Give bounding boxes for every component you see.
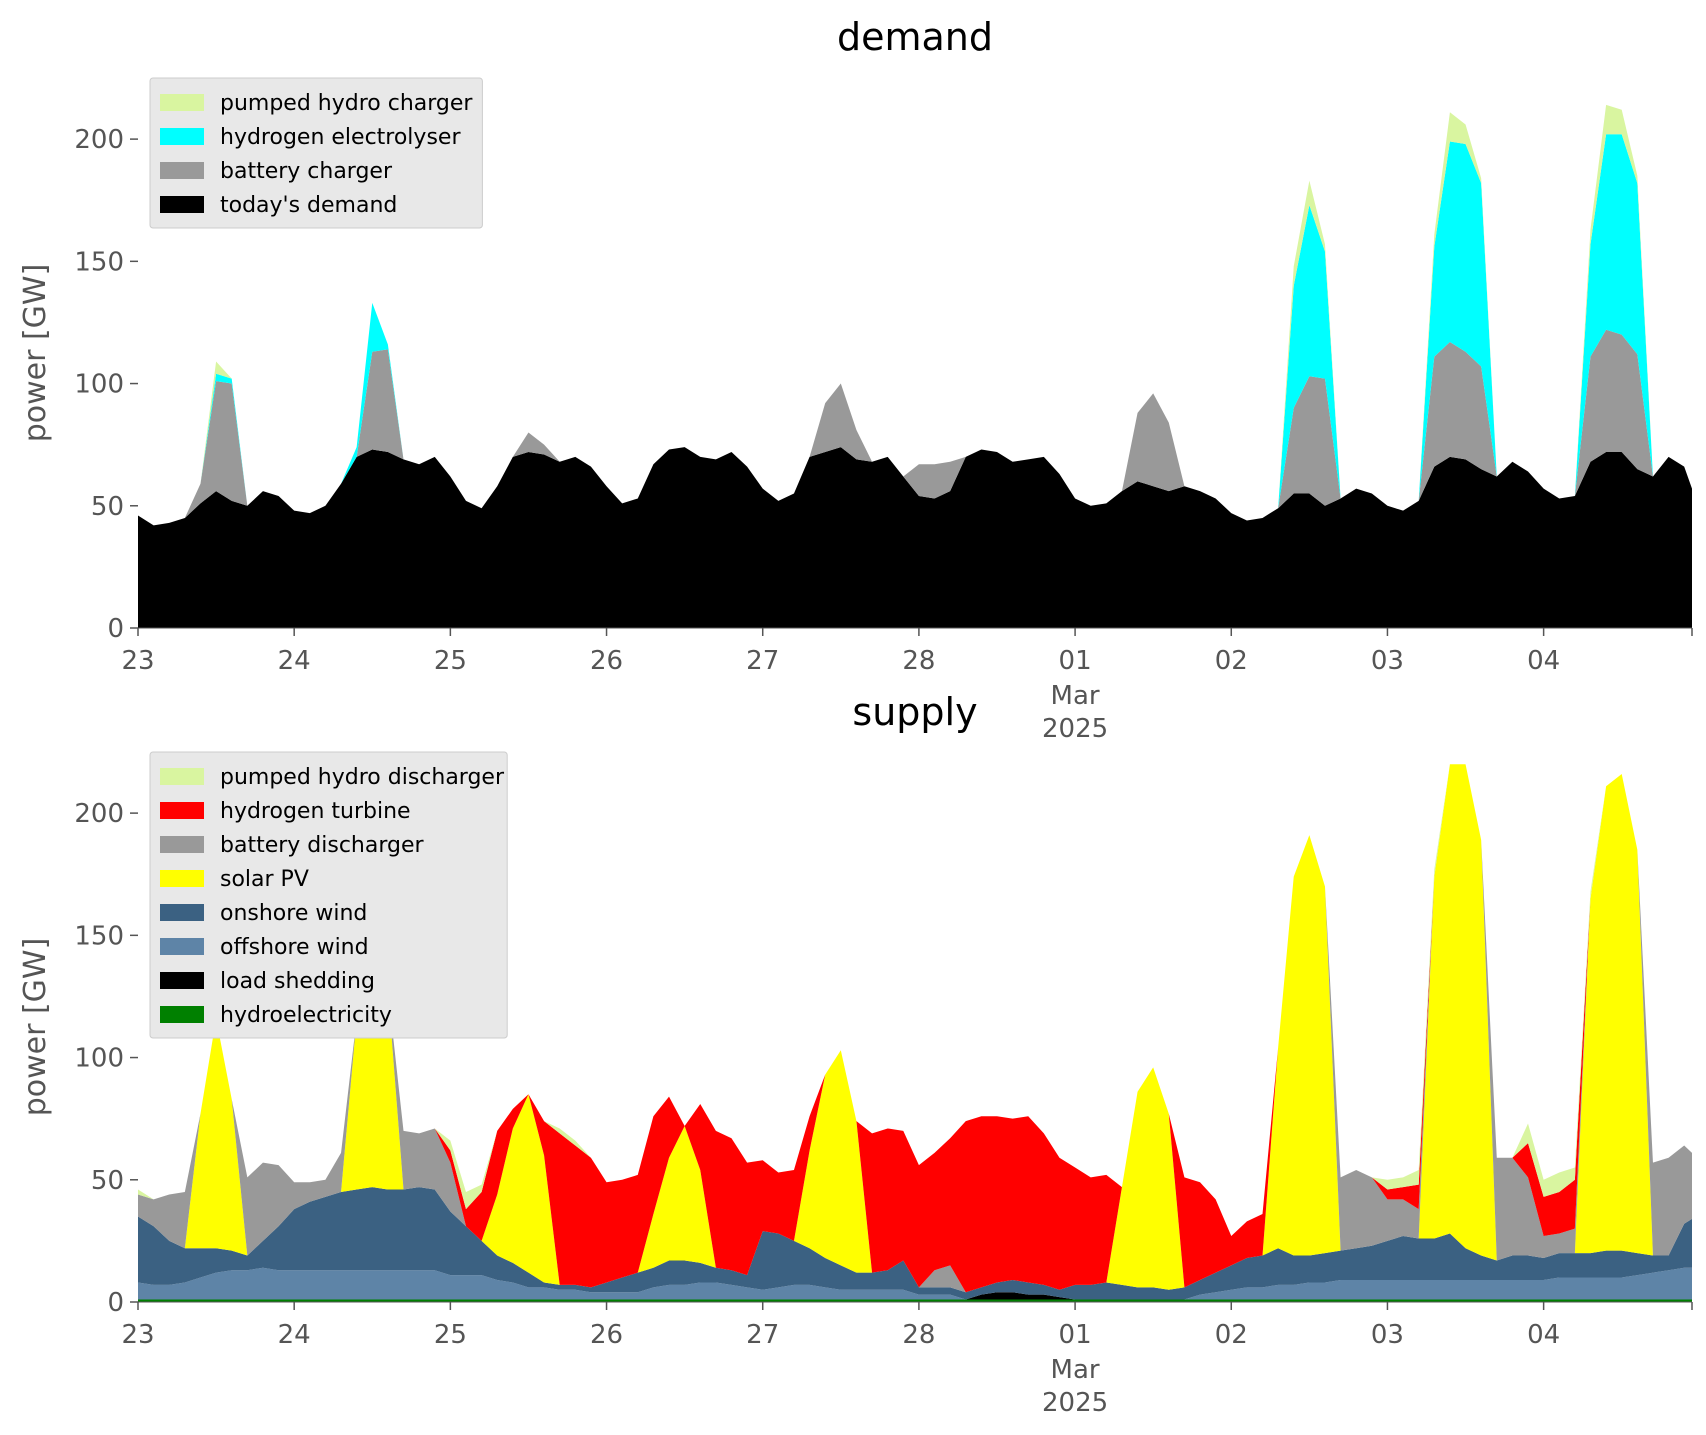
x-tick-label: 02 <box>1215 1320 1248 1350</box>
legend-swatch-pumped-hydro-charger <box>160 94 204 111</box>
series-area-solar-pv <box>138 764 1692 1293</box>
x-tick-label: 24 <box>278 646 311 676</box>
x-tick-label: 26 <box>590 646 623 676</box>
legend-label: battery discharger <box>220 833 425 858</box>
legend-swatch-solar-pv <box>160 870 204 887</box>
y-tick-label: 100 <box>74 1044 124 1074</box>
legend-swatch-today-s-demand <box>160 196 204 213</box>
x-tick-label: 26 <box>590 1320 623 1350</box>
x-tick-sublabel: 2025 <box>1042 714 1108 744</box>
legend-swatch-pumped-hydro-discharger <box>160 768 204 785</box>
legend-label: load shedding <box>220 969 375 994</box>
x-tick-label: 01 <box>1059 1320 1092 1350</box>
legend-swatch-hydrogen-turbine <box>160 802 204 819</box>
x-tick-label: 04 <box>1527 646 1560 676</box>
x-tick-label: 24 <box>278 1320 311 1350</box>
legend-label: pumped hydro discharger <box>220 765 505 790</box>
x-tick-label: 27 <box>746 646 779 676</box>
legend: pumped hydro charger hydrogen electrolyse… <box>149 77 483 229</box>
x-tick-label: 27 <box>746 1320 779 1350</box>
legend-label: hydrogen turbine <box>220 799 411 824</box>
legend-swatch-battery-charger <box>160 162 204 179</box>
y-tick-label: 0 <box>107 1288 124 1318</box>
series-area-battery-charger <box>138 329 1692 526</box>
series-area-hydrogen-turbine <box>138 764 1692 1293</box>
y-tick-label: 150 <box>74 921 124 951</box>
x-tick-label: 03 <box>1371 1320 1404 1350</box>
legend-box <box>149 77 483 229</box>
legend-label: battery charger <box>220 159 393 184</box>
x-tick-label: 23 <box>121 646 154 676</box>
chart-title: demand <box>837 15 993 59</box>
legend-label: hydroelectricity <box>220 1003 392 1028</box>
legend-label: today's demand <box>220 193 397 218</box>
series-area-onshore-wind <box>138 1187 1692 1300</box>
legend-label: onshore wind <box>220 901 367 926</box>
legend-box <box>149 751 508 1039</box>
x-tick-sublabel: Mar <box>1051 681 1100 711</box>
x-tick-sublabel: Mar <box>1051 1355 1100 1385</box>
y-tick-label: 0 <box>107 614 124 644</box>
y-tick-label: 200 <box>74 125 124 155</box>
x-tick-label: 03 <box>1371 646 1404 676</box>
series-area-today-s-demand <box>138 447 1692 628</box>
series-area-battery-discharger <box>138 764 1692 1293</box>
y-tick-label: 50 <box>91 492 124 522</box>
y-tick-label: 50 <box>91 1166 124 1196</box>
legend-swatch-onshore-wind <box>160 904 204 921</box>
chart-panel-supply: supply power [GW] 0 50 100 150 200 23 24 25 26 27 28… <box>18 690 1693 1418</box>
legend-swatch-offshore-wind <box>160 938 204 955</box>
x-tick-label: 04 <box>1527 1320 1560 1350</box>
x-tick-label: 25 <box>434 646 467 676</box>
legend-label: hydrogen electrolyser <box>220 125 461 150</box>
legend-label: solar PV <box>220 867 309 892</box>
x-tick-label: 28 <box>902 1320 935 1350</box>
x-tick-label: 01 <box>1059 646 1092 676</box>
y-tick-label: 200 <box>74 799 124 829</box>
y-tick-label: 100 <box>74 370 124 400</box>
legend-swatch-load-shedding <box>160 972 204 989</box>
y-tick-label: 150 <box>74 247 124 277</box>
x-tick-label: 23 <box>121 1320 154 1350</box>
legend-label: offshore wind <box>220 935 369 960</box>
x-tick-label: 28 <box>902 646 935 676</box>
legend-swatch-hydroelectricity <box>160 1006 204 1023</box>
legend-label: pumped hydro charger <box>220 91 473 116</box>
y-axis-label: power [GW] <box>18 938 53 1117</box>
series-area-offshore-wind <box>138 1267 1692 1300</box>
legend: pumped hydro discharger hydrogen turbine b… <box>149 751 508 1039</box>
chart-title: supply <box>852 690 977 734</box>
y-axis-label: power [GW] <box>18 264 53 443</box>
x-tick-sublabel: 2025 <box>1042 1388 1108 1418</box>
series-area-hydroelectricity <box>138 1299 1692 1302</box>
chart-panel-demand: demand power [GW] 0 50 100 150 200 23 24 25 26 27 28… <box>18 15 1693 744</box>
x-tick-label: 02 <box>1215 646 1248 676</box>
legend-swatch-battery-discharger <box>160 836 204 853</box>
x-tick-label: 25 <box>434 1320 467 1350</box>
legend-swatch-hydrogen-electrolyser <box>160 128 204 145</box>
